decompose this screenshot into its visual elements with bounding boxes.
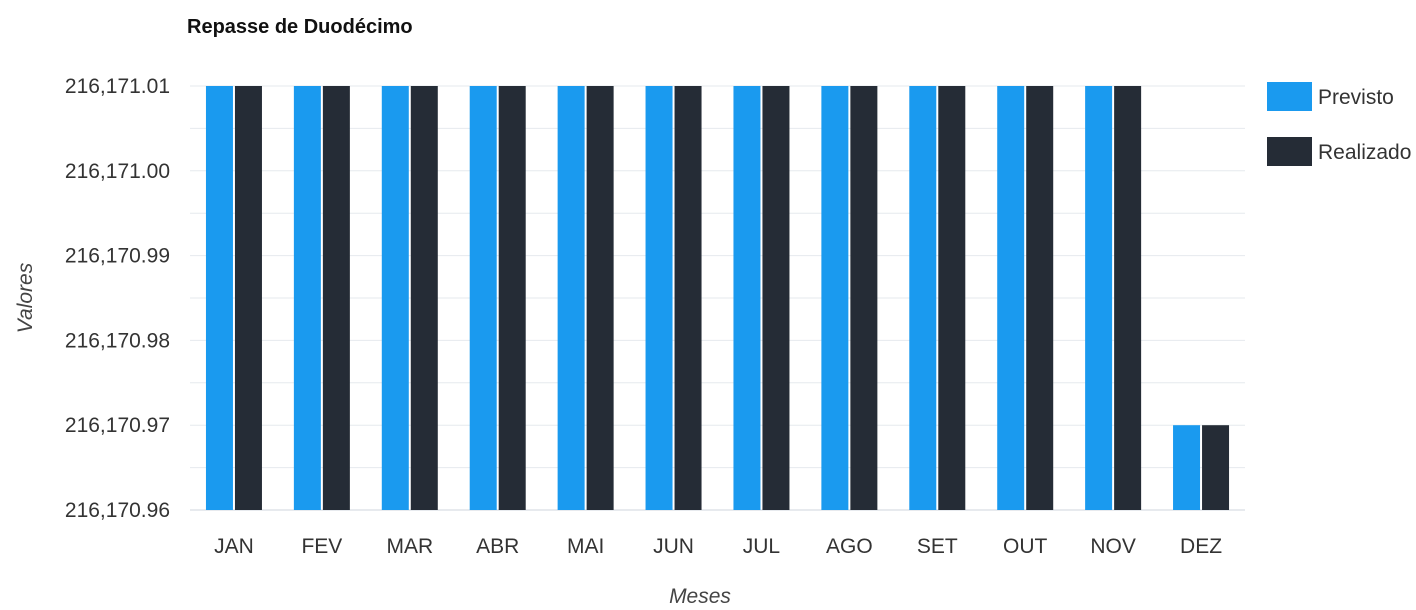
chart-title: Repasse de Duodécimo xyxy=(187,16,413,38)
y-axis-title: Valores xyxy=(14,262,37,333)
x-tick-label: ABR xyxy=(476,535,519,558)
bar-previsto-jan[interactable] xyxy=(205,86,233,510)
x-axis-title: Meses xyxy=(669,585,731,608)
bar-previsto-fev[interactable] xyxy=(293,86,321,510)
bar-realizado-dez[interactable] xyxy=(1202,425,1230,510)
x-tick-label: JUN xyxy=(653,535,694,558)
x-axis-ticks: JAN FEV MAR ABR MAI JUN JUL AGO SET OUT NOV DEZ xyxy=(214,535,1222,558)
x-tick-label: FEV xyxy=(301,535,342,558)
bar-realizado-out[interactable] xyxy=(1026,86,1054,510)
y-tick-label: 216,170.98 xyxy=(65,329,170,352)
y-tick-label: 216,170.97 xyxy=(65,414,170,437)
bar-previsto-dez[interactable] xyxy=(1173,425,1201,510)
bar-previsto-set[interactable] xyxy=(909,86,937,510)
x-tick-label: JAN xyxy=(214,535,254,558)
bar-realizado-nov[interactable] xyxy=(1114,86,1142,510)
bar-previsto-abr[interactable] xyxy=(469,86,497,510)
x-tick-label: MAI xyxy=(567,535,604,558)
bar-previsto-jun[interactable] xyxy=(645,86,673,510)
legend-swatch-previsto[interactable] xyxy=(1267,82,1312,111)
bar-previsto-mai[interactable] xyxy=(557,86,585,510)
bar-previsto-jul[interactable] xyxy=(733,86,761,510)
legend-label-previsto[interactable]: Previsto xyxy=(1318,86,1394,109)
y-axis-ticks: 216,170.96 216,170.97 216,170.98 216,170.99… xyxy=(65,75,170,522)
bar-previsto-nov[interactable] xyxy=(1085,86,1113,510)
y-tick-label: 216,170.99 xyxy=(65,245,170,268)
bar-realizado-mai[interactable] xyxy=(586,86,614,510)
bar-realizado-fev[interactable] xyxy=(322,86,350,510)
bar-realizado-mar[interactable] xyxy=(410,86,438,510)
x-tick-label: JUL xyxy=(743,535,780,558)
x-tick-label: DEZ xyxy=(1180,535,1222,558)
bar-realizado-jan[interactable] xyxy=(234,86,262,510)
x-tick-label: MAR xyxy=(386,535,433,558)
bar-previsto-ago[interactable] xyxy=(821,86,849,510)
y-tick-label: 216,171.01 xyxy=(65,75,170,98)
legend-swatch-realizado[interactable] xyxy=(1267,137,1312,166)
legend-label-realizado[interactable]: Realizado xyxy=(1318,141,1411,164)
bar-realizado-set[interactable] xyxy=(938,86,966,510)
bar-previsto-out[interactable] xyxy=(997,86,1025,510)
bar-realizado-jun[interactable] xyxy=(674,86,702,510)
x-tick-label: NOV xyxy=(1090,535,1136,558)
bar-previsto-mar[interactable] xyxy=(381,86,409,510)
x-tick-label: SET xyxy=(917,535,958,558)
y-tick-label: 216,171.00 xyxy=(65,160,170,183)
legend: Previsto Realizado xyxy=(1267,82,1411,166)
bar-realizado-jul[interactable] xyxy=(762,86,790,510)
bar-realizado-abr[interactable] xyxy=(498,86,526,510)
x-tick-label: AGO xyxy=(826,535,873,558)
bar-realizado-ago[interactable] xyxy=(850,86,878,510)
bars xyxy=(205,86,1230,510)
grid xyxy=(190,85,1245,511)
x-tick-label: OUT xyxy=(1003,535,1048,558)
y-tick-label: 216,170.96 xyxy=(65,499,170,522)
